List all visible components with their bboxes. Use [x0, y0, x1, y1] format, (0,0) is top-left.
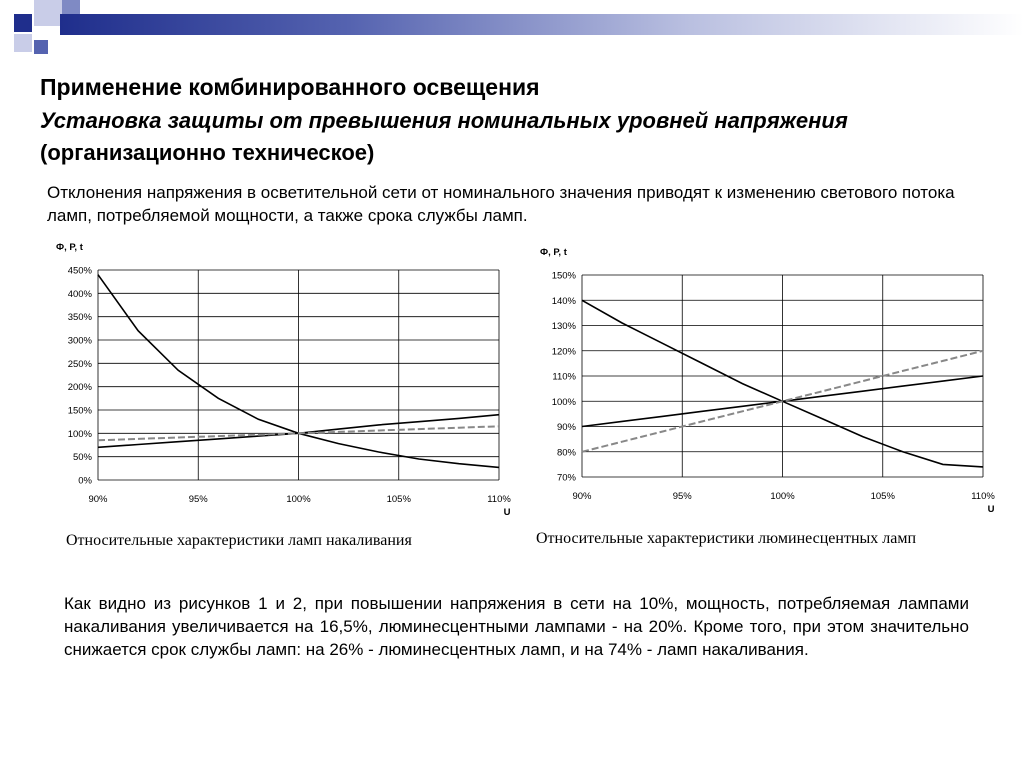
x-tick-label: 95% — [189, 494, 209, 505]
slide-subtitle: Установка защиты от превышения номинальн… — [40, 108, 848, 133]
y-tick-label: 0% — [78, 476, 92, 487]
incandescent-caption: Относительные характеристики ламп накали… — [66, 532, 412, 549]
x-tick-label: 105% — [387, 494, 412, 505]
y-tick-label: 100% — [68, 429, 93, 440]
y-tick-label: 450% — [68, 266, 93, 277]
y-tick-label: 300% — [68, 336, 93, 347]
fluorescent-chart: 70% 80% 90% 100% 110% 120% 130% 140% 150% 90% 95% 1… — [540, 247, 995, 515]
series-line-3 — [581, 349, 984, 453]
fluorescent-caption: Относительные характеристики люминесцент… — [536, 530, 917, 547]
y-axis-label: Ф, Р, t — [56, 242, 84, 253]
intro-text: Отклонения напряжения в осветительной се… — [47, 183, 955, 225]
x-tick-label: 105% — [871, 491, 896, 502]
x-tick-label: 90% — [88, 494, 108, 505]
slide-subtitle-note: (организационно техническое) — [40, 140, 375, 165]
series-line-3 — [97, 425, 500, 442]
y-tick-label: 100% — [552, 397, 577, 408]
x-tick-label: 100% — [770, 491, 795, 502]
conclusion-text: Как видно из рисунков 1 и 2, при повышен… — [64, 594, 969, 659]
top-accent-bar — [60, 14, 1024, 35]
x-tick-label: 100% — [286, 494, 311, 505]
corner-square-1 — [14, 14, 32, 32]
x-axis-label: U — [988, 504, 995, 515]
x-tick-label: 110% — [971, 491, 995, 502]
y-tick-label: 90% — [557, 422, 577, 433]
x-axis-label: U — [504, 507, 511, 518]
y-tick-label: 140% — [552, 296, 577, 307]
corner-square-3 — [62, 0, 80, 14]
slide-title: Применение комбинированного освещения — [40, 74, 540, 100]
y-tick-label: 130% — [552, 321, 577, 332]
y-tick-label: 150% — [68, 406, 93, 417]
x-tick-label: 95% — [673, 491, 693, 502]
corner-square-2 — [34, 0, 62, 26]
incandescent-chart: 0% 50% 100% 150% 200% 250% 300% 350% 400% 450% 90%… — [56, 242, 511, 518]
y-tick-label: 400% — [68, 289, 93, 300]
x-tick-label: 110% — [487, 494, 511, 505]
y-tick-label: 150% — [552, 271, 577, 282]
y-tick-label: 350% — [68, 312, 93, 323]
y-tick-label: 80% — [557, 447, 577, 458]
corner-square-5 — [34, 40, 48, 54]
y-tick-label: 70% — [557, 473, 577, 484]
y-tick-label: 250% — [68, 359, 93, 370]
corner-square-4 — [14, 34, 32, 52]
y-tick-label: 50% — [73, 452, 93, 463]
y-tick-label: 110% — [552, 372, 576, 383]
y-tick-label: 120% — [552, 346, 577, 357]
y-axis-label: Ф, Р, t — [540, 247, 568, 258]
x-tick-label: 90% — [572, 491, 592, 502]
y-tick-label: 200% — [68, 382, 93, 393]
